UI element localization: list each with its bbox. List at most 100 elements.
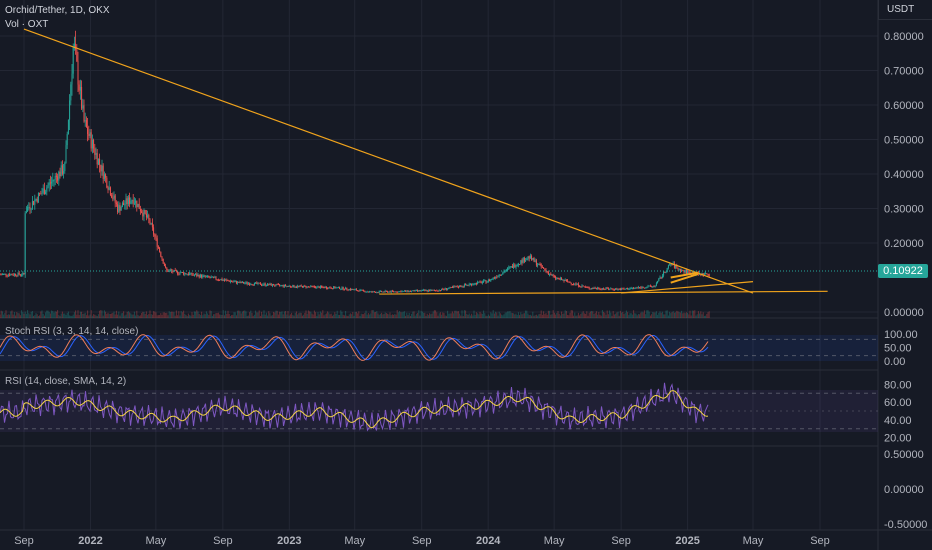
- volume-bar: [75, 310, 76, 318]
- candle-body: [518, 264, 519, 265]
- volume-bar: [44, 316, 45, 318]
- volume-bar: [433, 311, 434, 318]
- candle-body: [219, 280, 220, 281]
- candle-body: [6, 274, 7, 276]
- candle-body: [514, 264, 515, 267]
- candle-body: [663, 272, 664, 276]
- candle-body: [582, 285, 583, 286]
- candle-body: [637, 288, 638, 289]
- candle-body: [454, 287, 455, 288]
- volume-bar: [516, 314, 517, 318]
- rsi-title[interactable]: RSI (14, close, SMA, 14, 2): [5, 376, 126, 387]
- candle-body: [300, 285, 301, 286]
- volume-bar: [529, 315, 530, 318]
- volume-title[interactable]: Vol · OXT: [5, 19, 48, 30]
- volume-bar: [494, 314, 495, 318]
- volume-bar: [42, 310, 43, 318]
- currency-unit-button[interactable]: USDT: [878, 0, 932, 20]
- candle-body: [274, 286, 275, 287]
- volume-bar: [402, 312, 403, 318]
- candle-body: [609, 289, 610, 290]
- volume-bar: [483, 310, 484, 318]
- candle-body: [620, 289, 621, 290]
- volume-bar: [19, 313, 20, 318]
- volume-bar: [362, 314, 363, 318]
- volume-bar: [475, 315, 476, 318]
- candle-body: [226, 280, 227, 281]
- volume-bar: [102, 311, 103, 318]
- volume-bar: [261, 312, 262, 318]
- candle-body: [321, 286, 322, 287]
- volume-bar: [524, 313, 525, 318]
- candle-body: [159, 248, 160, 252]
- volume-bar: [614, 314, 615, 318]
- candle-body: [195, 274, 196, 275]
- time-tick-label: May: [145, 535, 166, 547]
- volume-bar: [229, 314, 230, 318]
- volume-bar: [445, 315, 446, 318]
- candle-body: [276, 284, 277, 286]
- candle-body: [1, 274, 2, 275]
- candle-body: [229, 281, 230, 282]
- candle-body: [210, 277, 211, 278]
- candle-body: [458, 287, 459, 288]
- candle-body: [13, 275, 14, 276]
- candle-body: [420, 290, 421, 291]
- candle-body: [342, 287, 343, 289]
- price-tick-label: 0.80000: [884, 31, 924, 43]
- volume-bar: [364, 313, 365, 318]
- volume-bar: [526, 311, 527, 318]
- volume-bar: [6, 310, 7, 318]
- candle-body: [406, 290, 407, 291]
- candle-body: [432, 290, 433, 291]
- candle-body: [198, 275, 199, 276]
- candle-body: [536, 261, 537, 266]
- time-tick-label: Sep: [412, 535, 432, 547]
- candle-body: [402, 291, 403, 292]
- candle-body: [7, 275, 8, 276]
- volume-bar: [249, 312, 250, 318]
- candle-body: [260, 283, 261, 285]
- candle-body: [474, 284, 475, 285]
- volume-bar: [663, 314, 664, 318]
- candle-body: [297, 286, 298, 287]
- candle-body: [224, 280, 225, 281]
- volume-bar: [355, 312, 356, 318]
- volume-bar: [134, 312, 135, 318]
- candle-body: [9, 275, 10, 276]
- candle-body: [675, 265, 676, 267]
- candle-body: [298, 286, 299, 287]
- volume-bar: [468, 315, 469, 318]
- candle-body: [564, 280, 565, 281]
- stoch-tick-label: 0.00: [884, 356, 905, 368]
- volume-bar: [604, 313, 605, 318]
- candle-body: [55, 176, 56, 180]
- volume-bar: [350, 313, 351, 318]
- candle-body: [339, 287, 340, 289]
- volume-bar: [216, 313, 217, 318]
- volume-bar: [639, 314, 640, 318]
- candle-body: [262, 285, 263, 286]
- time-tick-label: 2022: [78, 535, 102, 547]
- candle-body: [709, 274, 710, 276]
- volume-bar: [120, 316, 121, 318]
- volume-bar: [192, 312, 193, 318]
- volume-bar: [426, 316, 427, 318]
- candle-body: [14, 274, 15, 275]
- volume-bar: [588, 316, 589, 318]
- symbol-title[interactable]: Orchid/Tether, 1D, OKX: [5, 5, 110, 16]
- volume-bar: [547, 315, 548, 318]
- candle-body: [163, 259, 164, 264]
- candle-body: [392, 291, 393, 292]
- candle-body: [162, 256, 163, 259]
- stoch-rsi-title[interactable]: Stoch RSI (3, 3, 14, 14, close): [5, 326, 138, 337]
- candle-body: [136, 201, 137, 208]
- candle-body: [608, 288, 609, 289]
- volume-bar: [284, 311, 285, 318]
- volume-bar: [476, 312, 477, 318]
- volume-bar: [477, 313, 478, 318]
- volume-bar: [576, 316, 577, 318]
- volume-bar: [96, 315, 97, 318]
- volume-bar: [97, 316, 98, 318]
